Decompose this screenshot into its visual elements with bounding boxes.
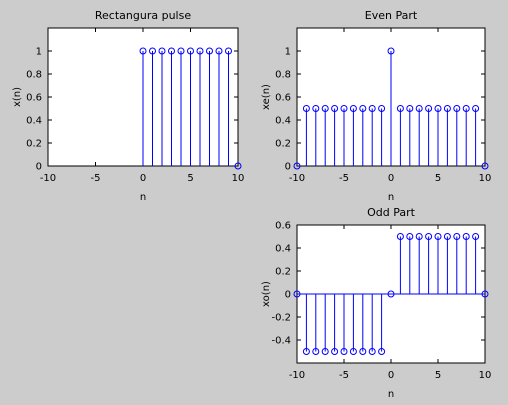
stem-marker bbox=[472, 233, 480, 240]
y-tick-label: 0.4 bbox=[275, 244, 291, 255]
chart-even-part: -10 -5 0 5 10 0 0.2 0.4 0.6 0.8 1 Even Part n xe(n) bbox=[261, 9, 491, 203]
stem-marker bbox=[481, 162, 489, 170]
chart-odd-part: -10 -5 0 5 10 -0.4 -0.2 0 0.2 0.4 0.6 Odd Part n xo(n… bbox=[261, 206, 491, 400]
y-tick-label: -0.2 bbox=[271, 313, 291, 324]
stem-marker bbox=[215, 47, 223, 55]
stem-marker bbox=[321, 105, 329, 112]
x-tick-label: 10 bbox=[479, 370, 492, 381]
x-tick-label: -5 bbox=[339, 370, 349, 381]
stem-marker bbox=[387, 47, 395, 55]
stem-marker bbox=[349, 348, 357, 355]
x-axis-label: n bbox=[388, 389, 394, 400]
stem-marker bbox=[368, 105, 376, 112]
chart-title: Even Part bbox=[365, 9, 418, 22]
stem-marker bbox=[293, 290, 301, 298]
x-tick-label: -10 bbox=[289, 173, 305, 184]
y-axis-label: xo(n) bbox=[261, 281, 272, 307]
stem-marker bbox=[293, 162, 301, 170]
stem-marker bbox=[434, 233, 442, 240]
stem-marker bbox=[378, 348, 386, 355]
stem-marker bbox=[312, 348, 320, 355]
stem-marker bbox=[368, 348, 376, 355]
stem-marker bbox=[168, 47, 175, 55]
x-axis-label: n bbox=[388, 192, 394, 203]
x-tick-label: -10 bbox=[40, 173, 56, 184]
stem-marker bbox=[302, 348, 310, 355]
x-tick-label: 0 bbox=[140, 173, 146, 184]
stem-marker bbox=[340, 105, 348, 112]
y-axis-label: xe(n) bbox=[261, 84, 272, 110]
x-tick-label: 10 bbox=[232, 173, 245, 184]
stem-marker bbox=[415, 105, 423, 112]
stem-marker bbox=[331, 105, 339, 112]
stem-marker bbox=[196, 47, 204, 55]
x-axis-label: n bbox=[140, 192, 146, 203]
y-axis-label: x(n) bbox=[12, 87, 23, 107]
x-tick-label: 0 bbox=[388, 173, 394, 184]
x-tick-label: -10 bbox=[289, 370, 305, 381]
y-tick-label: 0.8 bbox=[26, 70, 42, 81]
y-tick-label: 0.6 bbox=[26, 93, 42, 104]
stem-marker bbox=[453, 233, 461, 240]
stem-marker bbox=[321, 348, 329, 355]
stem-marker bbox=[378, 105, 386, 112]
stem-marker bbox=[359, 105, 367, 112]
stem-marker bbox=[387, 290, 395, 298]
stem-marker bbox=[481, 290, 489, 298]
stem-marker bbox=[425, 233, 433, 240]
y-tick-label: 0.4 bbox=[26, 116, 42, 127]
chart-title: Odd Part bbox=[367, 206, 416, 219]
stem-marker bbox=[425, 105, 433, 112]
stem-marker bbox=[472, 105, 480, 112]
chart-rectangular-pulse: -10 -5 0 5 10 0 0.2 0.4 0.6 0.8 1 Rectangura pulse n… bbox=[12, 9, 244, 203]
stem-marker bbox=[234, 162, 242, 170]
y-tick-label: 1 bbox=[285, 47, 291, 58]
stem-marker bbox=[225, 47, 232, 55]
stem-marker bbox=[349, 105, 357, 112]
stem-marker bbox=[158, 47, 166, 55]
stem-marker bbox=[406, 105, 414, 112]
stem-marker bbox=[443, 233, 451, 240]
stem-marker bbox=[396, 233, 404, 240]
stem-marker bbox=[396, 105, 404, 112]
x-tick-label: -5 bbox=[91, 173, 101, 184]
stem-marker bbox=[177, 47, 185, 55]
stem-marker bbox=[340, 348, 348, 355]
y-tick-label: -0.4 bbox=[271, 336, 291, 347]
stem-marker bbox=[139, 47, 147, 55]
stem-marker bbox=[302, 105, 310, 112]
y-tick-label: 0.6 bbox=[275, 93, 291, 104]
y-tick-label: 0.8 bbox=[275, 70, 291, 81]
stem-marker bbox=[443, 105, 451, 112]
stem-marker bbox=[406, 233, 414, 240]
x-tick-label: 5 bbox=[187, 173, 193, 184]
stem-marker bbox=[359, 348, 367, 355]
stem-marker bbox=[206, 47, 213, 55]
y-tick-label: 0 bbox=[285, 162, 291, 173]
stem-marker bbox=[415, 233, 423, 240]
stem-marker bbox=[462, 233, 470, 240]
x-tick-label: 5 bbox=[435, 173, 441, 184]
stem-marker bbox=[453, 105, 461, 112]
x-tick-label: 5 bbox=[435, 370, 441, 381]
x-tick-label: 0 bbox=[388, 370, 394, 381]
chart-title: Rectangura pulse bbox=[95, 9, 191, 22]
y-tick-label: 1 bbox=[36, 47, 42, 58]
y-tick-label: 0.2 bbox=[26, 139, 42, 150]
stem-marker bbox=[187, 47, 194, 55]
y-tick-label: 0.6 bbox=[275, 221, 291, 232]
x-tick-label: -5 bbox=[339, 173, 349, 184]
x-tick-label: 10 bbox=[479, 173, 492, 184]
stem-marker bbox=[149, 47, 156, 55]
stem-marker bbox=[331, 348, 339, 355]
y-tick-label: 0.4 bbox=[275, 116, 291, 127]
stem-marker bbox=[462, 105, 470, 112]
stem-marker bbox=[312, 105, 320, 112]
y-tick-label: 0.2 bbox=[275, 267, 291, 278]
y-tick-label: 0 bbox=[285, 290, 291, 301]
stem-marker bbox=[434, 105, 442, 112]
y-tick-label: 0.2 bbox=[275, 139, 291, 150]
y-tick-label: 0 bbox=[36, 162, 42, 173]
